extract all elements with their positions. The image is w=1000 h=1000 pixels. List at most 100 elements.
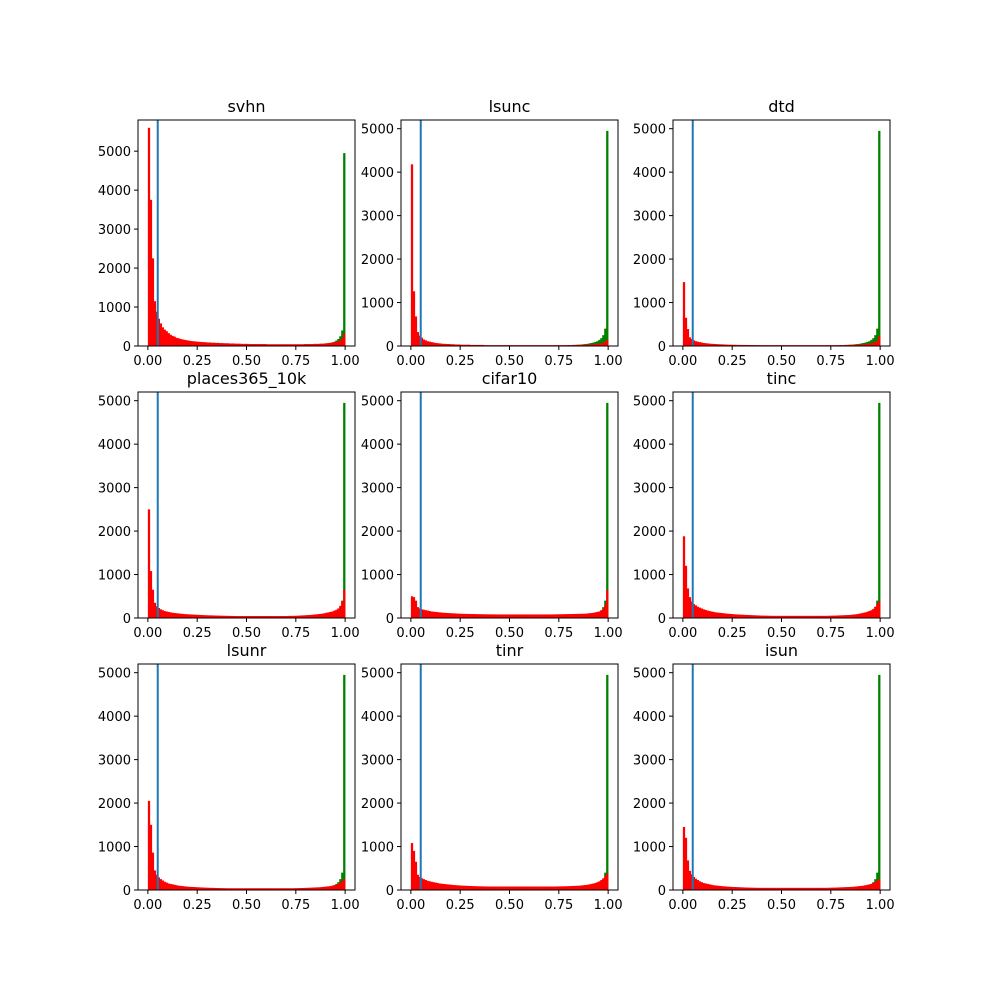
histogram-bar: [175, 885, 178, 890]
x-tick-label: 0.75: [281, 898, 310, 913]
series-green: [410, 674, 609, 890]
histogram-bar: [574, 613, 577, 618]
histogram-bar: [848, 344, 851, 346]
histogram-bar: [692, 876, 695, 890]
histogram-bar: [444, 884, 447, 890]
x-tick-label: 0.25: [446, 898, 475, 913]
histogram-bar: [708, 611, 711, 618]
histogram-bar: [718, 885, 721, 890]
histogram-bar: [153, 301, 157, 346]
histogram-bar: [278, 344, 281, 346]
histogram-bar: [343, 589, 346, 618]
histogram-bar: [226, 888, 230, 890]
histogram-bar: [830, 615, 834, 618]
histogram-bar: [545, 614, 548, 618]
histogram-bar: [824, 615, 828, 618]
x-tick-label: 0.75: [816, 354, 845, 369]
y-tick-label: 1000: [361, 841, 394, 856]
y-tick-label: 5000: [98, 395, 131, 410]
histogram-bar: [199, 614, 202, 618]
histogram-bar: [576, 885, 579, 890]
histogram-bar: [339, 882, 342, 890]
histogram-bar: [299, 888, 303, 890]
histogram-bar: [874, 882, 877, 890]
x-tick-label: 0.75: [281, 626, 310, 641]
y-tick-label: 4000: [633, 438, 666, 453]
histogram-bar: [181, 613, 184, 618]
histogram-bar: [165, 611, 168, 618]
histogram-bar: [596, 611, 599, 618]
histogram-bar: [165, 882, 168, 890]
histogram-bar: [232, 616, 235, 618]
histogram-bar: [222, 888, 226, 890]
histogram-bar: [519, 886, 522, 890]
subplot-tinr: tinr 0.00 0.25 0.50 0.75 1.00 0 1000 2000 3000 400…: [361, 641, 623, 913]
x-tick-label: 0.75: [281, 354, 310, 369]
histogram-bar: [726, 886, 729, 890]
histogram-bar: [426, 880, 429, 890]
histogram-bar: [586, 884, 589, 890]
histogram-bar: [181, 886, 184, 890]
histogram-bar: [531, 614, 534, 618]
histogram-bar: [592, 344, 595, 346]
histogram-bar: [242, 888, 245, 890]
histogram-bar: [738, 344, 741, 346]
histogram-bar: [199, 341, 202, 346]
histogram-bar: [783, 615, 786, 618]
histogram-bar: [606, 674, 609, 890]
histogram-bar: [773, 615, 776, 618]
histogram-bar: [564, 886, 568, 890]
histogram-bar: [258, 344, 261, 346]
histogram-bar: [283, 344, 287, 346]
histogram-bar: [163, 611, 166, 618]
histogram-bar: [479, 344, 483, 346]
histogram-bar: [203, 342, 206, 346]
histogram-bar: [434, 611, 437, 618]
histogram-bar: [157, 318, 160, 346]
histogram-bar: [335, 341, 338, 346]
histogram-bar: [252, 616, 255, 618]
histogram-bar: [179, 338, 182, 346]
histogram-bar: [722, 886, 725, 890]
histogram-bar: [456, 344, 459, 346]
histogram-bar: [566, 886, 569, 890]
y-tick-label: 3000: [633, 482, 666, 497]
histogram-bar: [473, 614, 477, 618]
histogram-bar: [852, 344, 855, 346]
histogram-bar: [543, 886, 546, 890]
y-tick-label: 4000: [361, 710, 394, 725]
histogram-bar: [432, 882, 435, 890]
histogram-bar: [558, 886, 562, 890]
histogram-bar: [738, 887, 741, 890]
subplot-title: isun: [765, 641, 798, 660]
histogram-bar: [558, 614, 562, 618]
histogram-bar: [216, 615, 220, 618]
histogram-bar: [339, 605, 342, 618]
histogram-bar: [815, 887, 818, 890]
histogram-bar: [466, 344, 469, 346]
histogram-bar: [870, 610, 873, 618]
axes-frame: [137, 119, 356, 347]
histogram-bar: [462, 344, 465, 346]
histogram-bar: [440, 343, 443, 346]
histogram-bar: [566, 614, 569, 618]
histogram-bar: [491, 614, 495, 618]
histogram-bar: [424, 610, 427, 618]
histogram-bar: [262, 344, 265, 346]
histogram-bar: [787, 615, 790, 618]
histogram-bar: [331, 611, 334, 618]
x-tick-label: 0.25: [446, 626, 475, 641]
histogram-bar: [187, 614, 190, 618]
histogram-bar: [438, 883, 441, 890]
y-tick-label: 4000: [633, 166, 666, 181]
histogram-bar: [712, 611, 715, 618]
histogram-bar: [195, 341, 198, 346]
histogram-bar: [252, 888, 255, 890]
histogram-bar: [509, 614, 512, 618]
subplot-title: dtd: [768, 97, 795, 116]
histogram-bar: [448, 344, 451, 346]
histogram-bar: [803, 887, 806, 890]
histogram-bar: [708, 343, 711, 346]
x-tick-label: 0.50: [495, 626, 524, 641]
histogram-bar: [256, 888, 259, 890]
